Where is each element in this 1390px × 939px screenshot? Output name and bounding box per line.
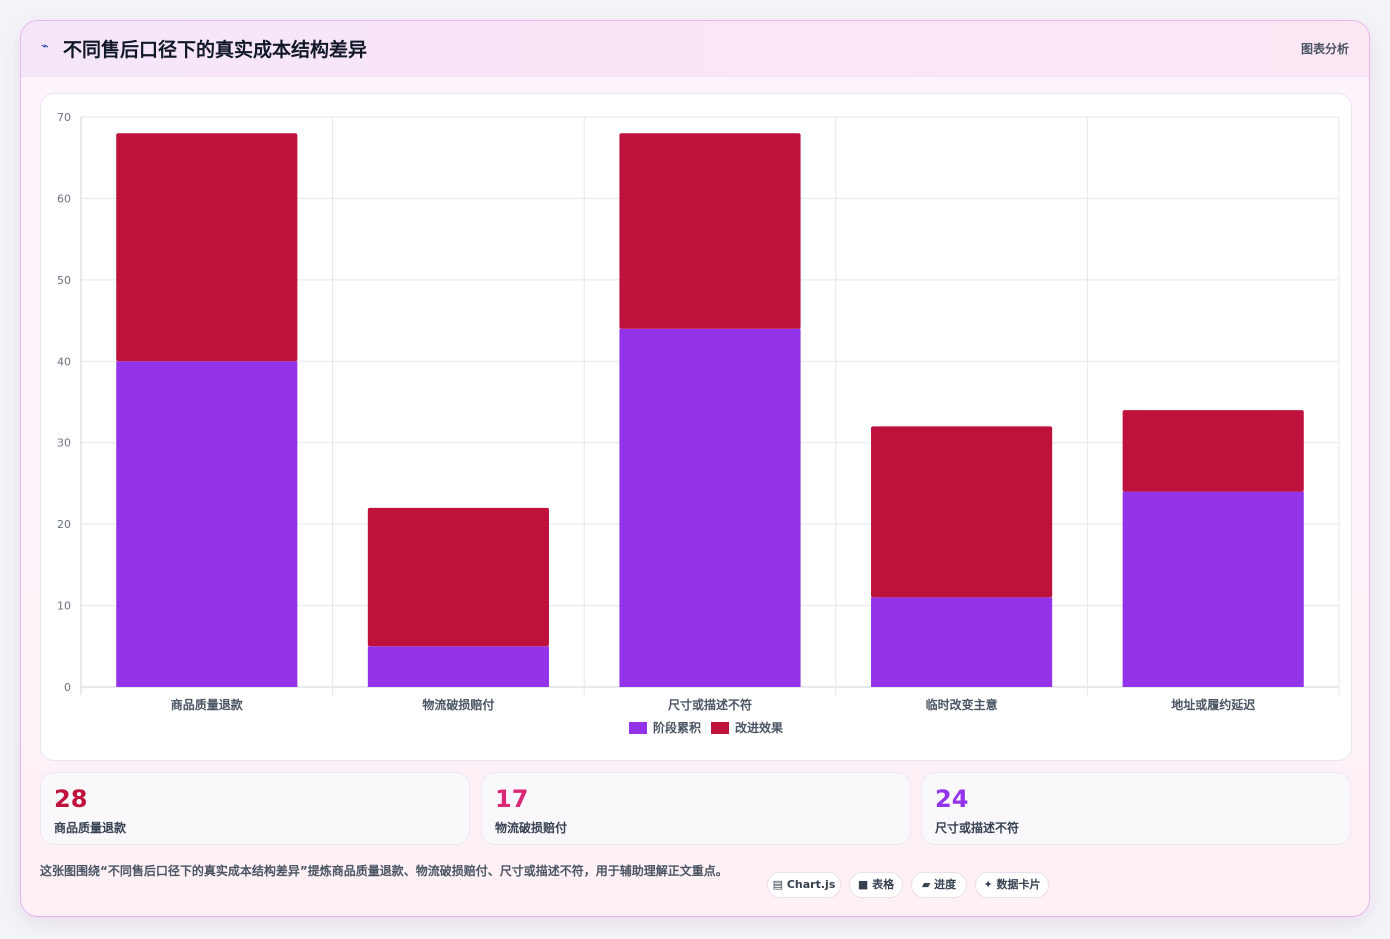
- bar-segment: [1122, 491, 1304, 687]
- stat-value: 28: [54, 785, 88, 813]
- stat-card: 24 尺寸或描述不符: [921, 772, 1351, 845]
- chart-title: 不同售后口径下的真实成本结构差异: [63, 39, 368, 61]
- tag-table[interactable]: ■ 表格: [849, 872, 903, 898]
- tag-label: 数据卡片: [996, 878, 1041, 891]
- stat-value: 24: [935, 785, 969, 813]
- chart-caption: 这张图围绕“不同售后口径下的真实成本结构差异”提炼商品质量退款、物流破损赔付、尺…: [40, 864, 728, 878]
- card-header: ⌁ 不同售后口径下的真实成本结构差异 图表分析: [21, 21, 1369, 77]
- tag-label: 表格: [872, 878, 895, 891]
- bar-segment: [116, 133, 298, 362]
- chart-icon: ▤: [772, 878, 784, 891]
- y-tick-label: 60: [57, 192, 71, 205]
- stat-value: 17: [495, 785, 529, 813]
- y-tick-label: 0: [64, 681, 71, 694]
- legend-label: 改进效果: [735, 720, 783, 735]
- stat-card: 17 物流破损赔付: [481, 772, 911, 845]
- y-tick-label: 70: [57, 111, 71, 124]
- bar-segment: [871, 426, 1053, 598]
- y-tick-label: 10: [57, 600, 71, 613]
- stat-label: 商品质量退款: [54, 821, 127, 835]
- y-tick-label: 20: [57, 518, 71, 531]
- bar-segment: [619, 133, 801, 329]
- x-tick-label: 商品质量退款: [171, 697, 244, 712]
- x-tick-label: 尺寸或描述不符: [668, 697, 752, 712]
- tag-label: Chart.js: [786, 878, 836, 891]
- chart-analysis-link[interactable]: 图表分析: [1300, 42, 1349, 56]
- bar-segment: [619, 328, 801, 687]
- sparkle-icon: ✦: [983, 878, 993, 891]
- bar-segment: [1122, 410, 1304, 492]
- stat-card: 28 商品质量退款: [40, 772, 470, 845]
- trend-line-icon: ⌁: [41, 39, 49, 54]
- x-tick-label: 临时改变主意: [926, 697, 998, 712]
- legend-label: 阶段累积: [653, 720, 701, 735]
- stat-cards: 28 商品质量退款 17 物流破损赔付 24 尺寸或描述不符: [40, 772, 1352, 845]
- x-tick-label: 地址或履约延迟: [1171, 697, 1255, 712]
- tag-progress[interactable]: ▰ 进度: [911, 872, 967, 898]
- bar-segment: [367, 507, 549, 647]
- x-tick-label: 物流破损赔付: [422, 697, 494, 712]
- y-tick-label: 30: [57, 437, 71, 450]
- tag-data-card[interactable]: ✦ 数据卡片: [975, 872, 1049, 898]
- stacked-bar-chart: 0 10 20 30 40 50 60 70 商品质量退款 物流破损赔付 尺寸或描述不符 临时改变主意…: [57, 111, 1340, 735]
- y-tick-label: 40: [57, 355, 71, 368]
- progress-icon: ▰: [921, 878, 931, 891]
- stat-label: 物流破损赔付: [495, 821, 568, 835]
- stat-label: 尺寸或描述不符: [935, 821, 1020, 835]
- legend-swatch: [711, 722, 729, 734]
- bar-segment: [871, 597, 1053, 687]
- tag-chartjs[interactable]: ▤ Chart.js: [767, 872, 841, 898]
- chart-panel: 0 10 20 30 40 50 60 70 商品质量退款 物流破损赔付 尺寸或描述不符 临时改变主意…: [40, 93, 1352, 761]
- table-icon: ■: [857, 878, 869, 891]
- tag-label: 进度: [934, 878, 957, 891]
- chart-card: ⌁ 不同售后口径下的真实成本结构差异 图表分析 0 10 20 30 40 50 60 70 商…: [20, 20, 1370, 917]
- bar-segment: [367, 646, 549, 687]
- bar-segment: [116, 361, 298, 687]
- legend-swatch: [629, 722, 647, 734]
- y-tick-label: 50: [57, 274, 71, 287]
